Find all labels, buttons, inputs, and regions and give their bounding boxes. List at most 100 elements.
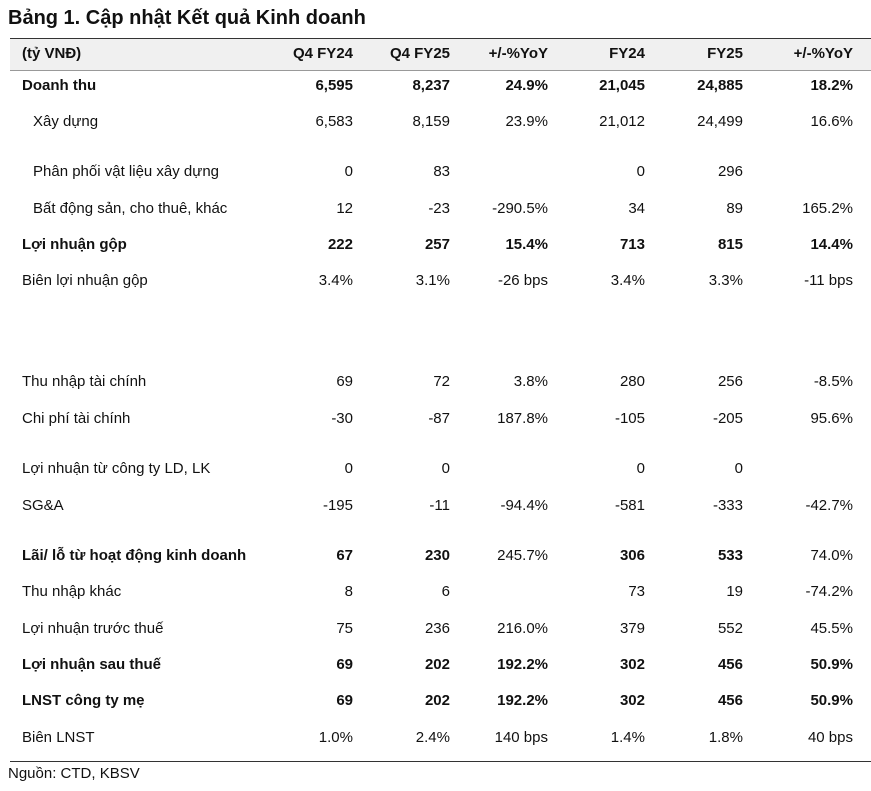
cell: 75 xyxy=(336,620,353,637)
cell: -333 xyxy=(712,497,743,514)
cell: 95.6% xyxy=(810,410,853,427)
cell: 3.3% xyxy=(708,272,743,289)
cell: -11 xyxy=(429,497,450,514)
cell: 89 xyxy=(726,200,743,217)
cell: 72 xyxy=(433,373,450,390)
cell: 245.7% xyxy=(497,547,548,564)
header-band xyxy=(10,38,871,71)
cell: 256 xyxy=(717,373,743,390)
cell: 192.2% xyxy=(497,692,548,709)
cell: -74.2% xyxy=(805,583,853,600)
row-label: Biên LNST xyxy=(22,729,95,746)
cell: 8 xyxy=(344,583,353,600)
cell: 3.1% xyxy=(415,272,450,289)
cell: 19 xyxy=(726,583,743,600)
cell: 40 bps xyxy=(807,729,853,746)
cell: 16.6% xyxy=(810,113,853,130)
cell: 24.9% xyxy=(505,77,548,94)
header-cell: +/-%YoY xyxy=(488,45,548,62)
cell: 67 xyxy=(336,547,353,564)
row-label: Doanh thu xyxy=(22,77,97,94)
cell: 3.8% xyxy=(513,373,548,390)
cell: 713 xyxy=(619,236,645,253)
header-cell: Q4 FY25 xyxy=(389,45,450,62)
cell: -290.5% xyxy=(492,200,548,217)
row-label: Chi phí tài chính xyxy=(22,410,131,427)
cell: 1.0% xyxy=(318,729,353,746)
cell: 14.4% xyxy=(810,236,853,253)
cell: -581 xyxy=(614,497,645,514)
row-label: Thu nhập tài chính xyxy=(22,373,147,390)
cell: 456 xyxy=(717,692,743,709)
cell: 815 xyxy=(717,236,743,253)
cell: -30 xyxy=(331,410,353,427)
cell: 45.5% xyxy=(810,620,853,637)
cell: 3.4% xyxy=(318,272,353,289)
header-cell: FY25 xyxy=(707,45,743,62)
cell: 0 xyxy=(636,460,645,477)
cell: -205 xyxy=(712,410,743,427)
cell: -11 bps xyxy=(804,272,853,289)
cell: -195 xyxy=(322,497,353,514)
cell: 0 xyxy=(344,460,353,477)
cell: 306 xyxy=(619,547,645,564)
header-cell: +/-%YoY xyxy=(793,45,853,62)
cell: 74.0% xyxy=(810,547,853,564)
cell: 69 xyxy=(336,656,353,673)
cell: 3.4% xyxy=(610,272,645,289)
cell: 15.4% xyxy=(505,236,548,253)
cell: 73 xyxy=(628,583,645,600)
cell: 83 xyxy=(433,163,450,180)
header-cell: FY24 xyxy=(609,45,645,62)
table-title: Bảng 1. Cập nhật Kết quả Kinh doanh xyxy=(8,7,366,29)
row-label: Xây dựng xyxy=(33,113,99,130)
cell: -42.7% xyxy=(805,497,853,514)
cell: 34 xyxy=(628,200,645,217)
cell: 222 xyxy=(327,236,353,253)
cell: 0 xyxy=(441,460,450,477)
cell: 280 xyxy=(619,373,645,390)
row-label: Lợi nhuận từ công ty LD, LK xyxy=(22,460,211,477)
cell: -105 xyxy=(614,410,645,427)
row-label: Phân phối vật liệu xây dựng xyxy=(33,163,219,180)
bottom-rule xyxy=(10,761,871,762)
cell: 140 bps xyxy=(494,729,548,746)
cell: 8,159 xyxy=(412,113,450,130)
cell: 257 xyxy=(424,236,450,253)
cell: 18.2% xyxy=(810,77,853,94)
cell: 296 xyxy=(717,163,743,180)
cell: -26 bps xyxy=(497,272,548,289)
cell: 456 xyxy=(717,656,743,673)
row-label: Lợi nhuận sau thuế xyxy=(22,656,161,673)
cell: 165.2% xyxy=(802,200,853,217)
cell: -87 xyxy=(428,410,450,427)
row-label: Lợi nhuận gộp xyxy=(22,236,127,253)
cell: 202 xyxy=(424,692,450,709)
row-label: SG&A xyxy=(22,497,64,514)
cell: 302 xyxy=(619,656,645,673)
cell: 12 xyxy=(336,200,353,217)
row-label: Thu nhập khác xyxy=(22,583,122,600)
cell: -23 xyxy=(428,200,450,217)
row-label: LNST công ty mẹ xyxy=(22,692,145,709)
cell: 0 xyxy=(734,460,743,477)
cell: 23.9% xyxy=(505,113,548,130)
cell: 6 xyxy=(441,583,450,600)
cell: 50.9% xyxy=(810,656,853,673)
cell: 533 xyxy=(717,547,743,564)
row-label: Lãi/ lỗ từ hoạt động kinh doanh xyxy=(22,547,247,564)
cell: 69 xyxy=(336,373,353,390)
cell: 24,499 xyxy=(697,113,743,130)
cell: 21,012 xyxy=(599,113,645,130)
cell: 21,045 xyxy=(599,77,645,94)
source-note: Nguồn: CTD, KBSV xyxy=(8,765,140,782)
cell: 0 xyxy=(636,163,645,180)
row-label: Biên lợi nhuận gộp xyxy=(22,272,148,289)
row-label: Lợi nhuận trước thuế xyxy=(22,620,164,637)
cell: 236 xyxy=(424,620,450,637)
cell: 6,583 xyxy=(315,113,353,130)
cell: 24,885 xyxy=(697,77,743,94)
cell: -8.5% xyxy=(813,373,853,390)
